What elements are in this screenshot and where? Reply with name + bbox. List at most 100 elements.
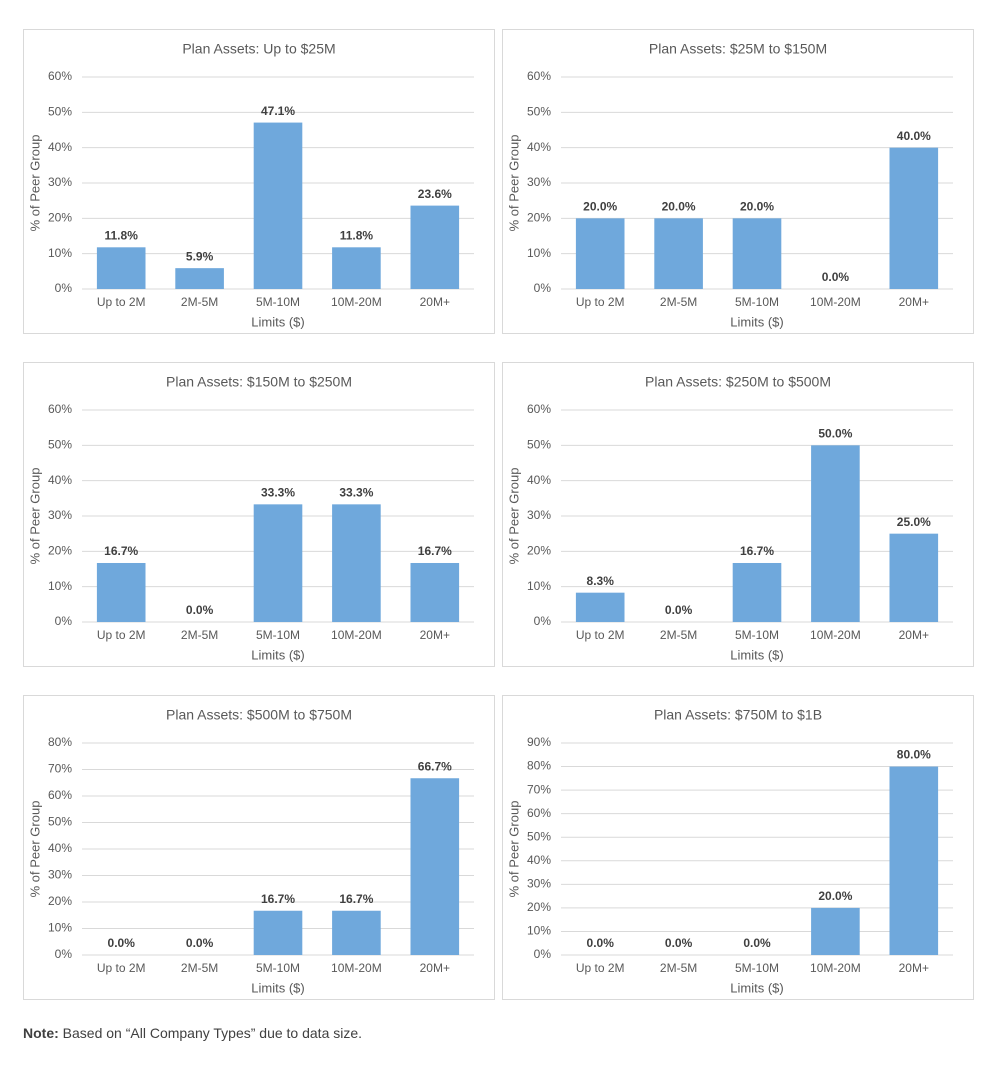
y-tick-label: 80% <box>48 735 72 749</box>
value-label: 0.0% <box>822 270 850 284</box>
bar <box>575 592 625 622</box>
x-tick-label: 2M-5M <box>660 295 697 309</box>
x-tick-label: 20M+ <box>899 961 929 975</box>
value-label: 0.0% <box>108 936 136 950</box>
note-label: Note: <box>23 1025 59 1041</box>
x-tick-label: 10M-20M <box>810 628 861 642</box>
chart-title: Plan Assets: $250M to $500M <box>645 374 831 390</box>
y-tick-label: 0% <box>534 614 552 628</box>
value-label: 0.0% <box>665 603 693 617</box>
bar <box>332 247 381 289</box>
y-tick-label: 60% <box>48 402 72 416</box>
value-label: 47.1% <box>261 104 295 118</box>
y-tick-label: 10% <box>527 579 551 593</box>
value-label: 25.0% <box>897 515 931 529</box>
y-tick-label: 0% <box>55 947 73 961</box>
y-tick-label: 70% <box>48 762 72 776</box>
y-tick-label: 10% <box>527 924 551 938</box>
bar <box>253 122 303 289</box>
y-tick-label: 30% <box>527 175 551 189</box>
x-tick-label: Up to 2M <box>576 628 625 642</box>
y-tick-label: 20% <box>48 894 72 908</box>
value-label: 20.0% <box>818 889 852 903</box>
bar <box>96 247 146 289</box>
y-tick-label: 20% <box>527 211 551 225</box>
bar <box>410 205 460 289</box>
y-tick-label: 20% <box>48 544 72 558</box>
y-tick-label: 60% <box>527 806 551 820</box>
bar <box>889 147 939 289</box>
x-tick-label: 5M-10M <box>256 295 300 309</box>
value-label: 11.8% <box>340 228 374 242</box>
y-tick-label: 40% <box>48 841 72 855</box>
y-tick-label: 30% <box>48 175 72 189</box>
bar <box>889 766 939 955</box>
y-tick-label: 60% <box>527 69 551 83</box>
x-tick-label: 10M-20M <box>810 961 861 975</box>
bar <box>332 910 381 955</box>
y-tick-label: 10% <box>48 246 72 260</box>
value-label: 16.7% <box>418 544 452 558</box>
value-label: 0.0% <box>587 936 615 950</box>
chart-panel: Plan Assets: $500M to $750M Limits ($) % o… <box>23 695 495 1000</box>
x-tick-label: 2M-5M <box>660 961 697 975</box>
value-label: 20.0% <box>740 200 774 214</box>
value-label: 33.3% <box>261 486 295 500</box>
chart-panel: Plan Assets: $25M to $150M Limits ($) % of… <box>502 29 974 334</box>
value-label: 16.7% <box>339 892 373 906</box>
x-tick-label: Up to 2M <box>97 961 146 975</box>
x-tick-label: 5M-10M <box>735 628 779 642</box>
y-tick-label: 50% <box>527 105 551 119</box>
x-tick-label: Up to 2M <box>97 295 146 309</box>
value-label: 80.0% <box>897 748 931 762</box>
chart-title: Plan Assets: Up to $25M <box>182 41 335 57</box>
bar <box>811 907 860 955</box>
x-tick-label: Up to 2M <box>97 628 146 642</box>
y-axis-title: % of Peer Group <box>506 468 521 565</box>
value-label: 50.0% <box>818 427 852 441</box>
x-tick-label: Up to 2M <box>576 295 625 309</box>
x-tick-label: 2M-5M <box>181 628 218 642</box>
y-tick-label: 50% <box>527 438 551 452</box>
y-tick-label: 10% <box>48 579 72 593</box>
y-axis-title: % of Peer Group <box>506 801 521 898</box>
y-tick-label: 90% <box>527 735 551 749</box>
value-label: 8.3% <box>587 574 615 588</box>
value-label: 11.8% <box>105 228 139 242</box>
value-label: 16.7% <box>740 544 774 558</box>
value-label: 16.7% <box>261 892 295 906</box>
value-label: 20.0% <box>662 200 696 214</box>
value-label: 5.9% <box>186 249 214 263</box>
bar <box>654 218 703 289</box>
bar <box>96 562 146 622</box>
bar <box>889 533 939 622</box>
x-axis-title: Limits ($) <box>251 314 304 329</box>
value-label: 20.0% <box>583 200 617 214</box>
y-tick-label: 0% <box>55 281 73 295</box>
x-axis-title: Limits ($) <box>251 980 304 995</box>
x-axis-title: Limits ($) <box>251 647 304 662</box>
x-tick-label: 10M-20M <box>331 961 382 975</box>
y-tick-label: 40% <box>527 140 551 154</box>
chart-title: Plan Assets: $500M to $750M <box>166 707 352 723</box>
y-axis-title: % of Peer Group <box>27 801 42 898</box>
y-tick-label: 40% <box>48 140 72 154</box>
x-tick-label: 5M-10M <box>735 961 779 975</box>
x-tick-label: 5M-10M <box>256 628 300 642</box>
x-tick-label: 20M+ <box>420 628 450 642</box>
x-tick-label: 2M-5M <box>660 628 697 642</box>
y-axis-title: % of Peer Group <box>27 468 42 565</box>
bar <box>732 218 782 289</box>
y-tick-label: 30% <box>527 508 551 522</box>
chart-panel: Plan Assets: $750M to $1B Limits ($) % of … <box>502 695 974 1000</box>
y-tick-label: 80% <box>527 759 551 773</box>
x-axis-title: Limits ($) <box>730 647 783 662</box>
x-tick-label: 5M-10M <box>735 295 779 309</box>
y-tick-label: 30% <box>48 508 72 522</box>
bar <box>410 562 460 622</box>
y-tick-label: 0% <box>534 947 552 961</box>
x-tick-label: 20M+ <box>899 295 929 309</box>
chart-title: Plan Assets: $25M to $150M <box>649 41 827 57</box>
x-axis-title: Limits ($) <box>730 314 783 329</box>
value-label: 0.0% <box>186 603 214 617</box>
